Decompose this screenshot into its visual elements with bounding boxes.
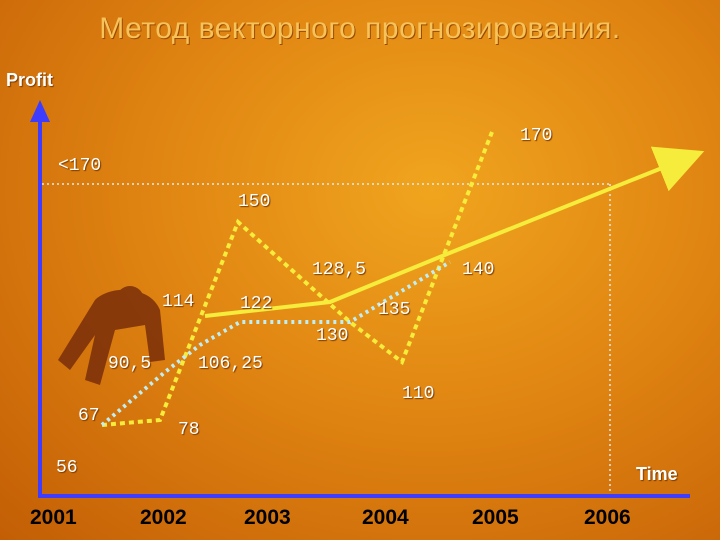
y-axis-arrow xyxy=(30,100,50,122)
data-label: 135 xyxy=(378,300,411,320)
data-label: 150 xyxy=(238,192,271,212)
data-label: 122 xyxy=(240,294,273,314)
series-line-yellow-solid-arrow xyxy=(204,146,705,318)
x-tick-2005: 2005 xyxy=(472,506,519,529)
data-label: 114 xyxy=(162,292,195,312)
runner-illustration xyxy=(58,286,165,385)
x-tick-2003: 2003 xyxy=(244,506,291,529)
data-label: 78 xyxy=(178,420,200,440)
data-label: 140 xyxy=(462,260,495,280)
data-label: 128,5 xyxy=(312,260,367,280)
data-label: 106,25 xyxy=(198,354,263,374)
threshold-label: <170 xyxy=(58,156,102,176)
data-label: 130 xyxy=(316,326,349,346)
x-tick-2006: 2006 xyxy=(584,506,631,529)
threshold-guides xyxy=(42,183,612,494)
x-tick-2004: 2004 xyxy=(362,506,409,529)
data-label: 90,5 xyxy=(108,354,152,374)
series-layer xyxy=(100,131,705,427)
slide-title: Метод векторного прогнозирования. xyxy=(99,12,621,45)
x-tick-2002: 2002 xyxy=(140,506,187,529)
x-tick-2001: 2001 xyxy=(30,506,77,529)
series-line-cyan-dotted xyxy=(100,260,452,427)
x-axis-label: Time xyxy=(636,464,678,484)
y-axis-label: Profit xyxy=(6,70,53,90)
series-line-yellow-dotted xyxy=(101,131,494,427)
data-label: 67 xyxy=(78,406,100,426)
data-label: 110 xyxy=(402,384,435,404)
data-label: 170 xyxy=(520,126,553,146)
y-axis-value-label: 56 xyxy=(56,458,78,478)
